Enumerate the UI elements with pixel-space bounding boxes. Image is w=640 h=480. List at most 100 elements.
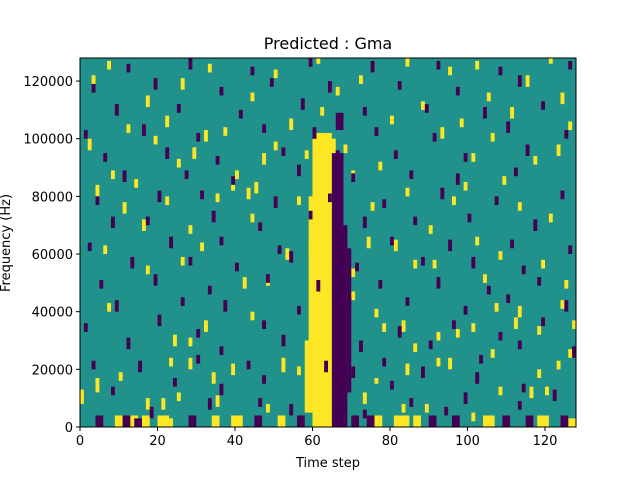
cell-low-17 bbox=[149, 406, 154, 419]
cell-high-118 bbox=[304, 150, 309, 159]
cell-low-119 bbox=[514, 167, 518, 177]
cell-high-137 bbox=[459, 118, 464, 128]
cell-high-123 bbox=[87, 138, 92, 151]
cell-low-144 bbox=[541, 101, 546, 110]
cell-low-7 bbox=[188, 415, 197, 427]
cell-low-125 bbox=[393, 150, 398, 159]
cell-high-62 bbox=[537, 326, 542, 335]
cell-high-43 bbox=[537, 369, 542, 378]
cell-low-142 bbox=[424, 104, 429, 113]
cell-low-57 bbox=[498, 331, 503, 341]
cell-low-14 bbox=[502, 415, 511, 427]
cell-low-12 bbox=[428, 415, 437, 427]
cell-low-126 bbox=[463, 153, 468, 162]
cell-high-66 bbox=[351, 291, 356, 301]
y-tick-label-2: 40000 bbox=[32, 306, 73, 321]
cell-high-112 bbox=[502, 176, 507, 185]
cell-high-31 bbox=[498, 386, 503, 396]
cell-low-26 bbox=[552, 389, 557, 402]
cell-high-110 bbox=[405, 187, 410, 197]
cell-high-22 bbox=[80, 389, 84, 404]
cell-high-17 bbox=[413, 415, 421, 427]
cell-low-160 bbox=[568, 60, 573, 70]
cell-low-108 bbox=[382, 199, 387, 208]
cell-high-122 bbox=[533, 156, 538, 165]
cell-low-95 bbox=[145, 216, 150, 226]
cell-low-74 bbox=[436, 277, 441, 289]
cell-low-33 bbox=[475, 372, 480, 384]
cell-high-56 bbox=[382, 323, 387, 332]
cell-high-94 bbox=[475, 236, 480, 246]
cell-low-155 bbox=[250, 66, 255, 76]
cell-low-157 bbox=[370, 60, 375, 73]
cell-low-92 bbox=[510, 239, 515, 249]
y-tick-label-3: 60000 bbox=[32, 248, 73, 263]
cell-low-4 bbox=[95, 415, 104, 427]
cell-high-19 bbox=[537, 415, 549, 427]
cell-low-97 bbox=[258, 222, 263, 231]
cell-high-12 bbox=[231, 415, 243, 427]
cell-low-110 bbox=[494, 196, 499, 206]
cell-high-28 bbox=[362, 392, 367, 404]
cell-high-124 bbox=[153, 135, 158, 145]
cell-low-156 bbox=[308, 58, 313, 67]
cell-high-125 bbox=[204, 130, 208, 142]
cell-low-61 bbox=[223, 300, 228, 312]
cell-high-120 bbox=[378, 161, 383, 171]
cell-high-65 bbox=[250, 311, 255, 321]
cell-high-89 bbox=[188, 225, 193, 234]
cell-low-130 bbox=[196, 132, 201, 142]
cell-low-51 bbox=[157, 314, 162, 327]
plot-frame bbox=[79, 57, 577, 428]
cell-low-77 bbox=[130, 256, 135, 269]
cell-low-63 bbox=[347, 297, 352, 309]
cell-high-9 bbox=[157, 415, 170, 427]
cell-low-149 bbox=[328, 81, 332, 93]
cell-low-34 bbox=[521, 383, 526, 393]
x-axis: 0 20 40 60 80 100 120 bbox=[76, 427, 557, 449]
cell-low-54 bbox=[335, 323, 340, 335]
cell-high-16 bbox=[393, 415, 410, 427]
x-tick-label-0: 0 bbox=[76, 434, 84, 449]
cell-high-68 bbox=[494, 303, 499, 312]
cell-low-129 bbox=[142, 124, 146, 136]
cell-low-25 bbox=[517, 401, 522, 410]
cell-high-25 bbox=[176, 392, 181, 402]
cell-low-70 bbox=[207, 285, 212, 295]
cell-high-127 bbox=[343, 144, 348, 154]
cell-low-76 bbox=[537, 277, 542, 286]
cell-high-108 bbox=[312, 179, 317, 188]
cell-low-40 bbox=[382, 357, 387, 367]
cell-low-30 bbox=[262, 375, 267, 384]
cell-high-114 bbox=[176, 158, 181, 168]
cell-high-20 bbox=[471, 412, 476, 422]
cell-high-13 bbox=[277, 415, 286, 427]
cell-high-133 bbox=[223, 127, 228, 136]
cell-low-147 bbox=[219, 86, 224, 96]
chart-title: Predicted : Gma bbox=[264, 34, 392, 53]
x-axis-label: Time step bbox=[295, 456, 360, 471]
cell-low-91 bbox=[448, 239, 453, 252]
cell-low-123 bbox=[281, 147, 286, 157]
cell-low-43 bbox=[126, 337, 131, 350]
cell-low-121 bbox=[165, 147, 170, 159]
cell-low-86 bbox=[169, 236, 174, 249]
cell-low-135 bbox=[506, 121, 511, 133]
cell-high-113 bbox=[111, 170, 115, 180]
cell-high-69 bbox=[517, 305, 522, 318]
cell-high-32 bbox=[529, 386, 534, 399]
cell-high-35 bbox=[118, 372, 123, 381]
cell-low-136 bbox=[564, 130, 569, 139]
cell-high-83 bbox=[200, 242, 205, 252]
cell-low-82 bbox=[421, 256, 425, 266]
cell-high-29 bbox=[401, 403, 406, 413]
cell-low-69 bbox=[153, 274, 158, 286]
cell-low-53 bbox=[262, 320, 267, 329]
cell-high-58 bbox=[436, 331, 441, 341]
y-axis-label: Frequency (Hz) bbox=[0, 194, 14, 292]
cell-low-37 bbox=[196, 354, 201, 364]
cell-high-144 bbox=[486, 92, 491, 102]
cell-low-127 bbox=[525, 144, 530, 157]
cell-low-46 bbox=[359, 340, 363, 353]
cell-low-128 bbox=[83, 130, 88, 139]
